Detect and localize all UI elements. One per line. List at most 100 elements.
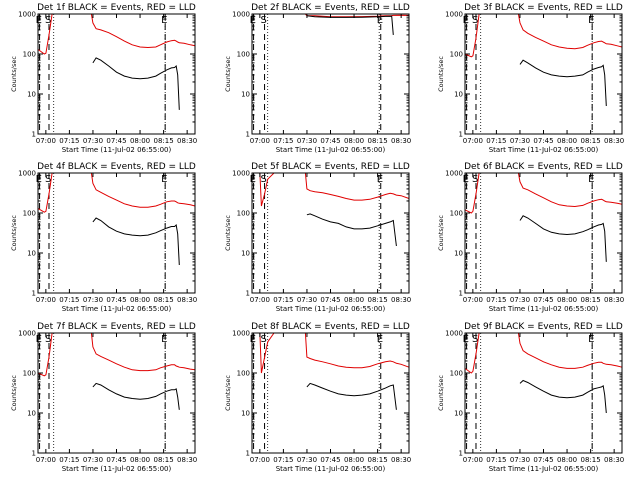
y-tick-label: 10 — [454, 410, 463, 418]
x-tick-label: 08:15 — [154, 296, 174, 304]
series-lld — [37, 332, 196, 377]
marker-label-2: S — [472, 174, 478, 185]
x-tick-label: 07:30 — [297, 296, 317, 304]
x-tick-label: 08:30 — [604, 296, 624, 304]
y-axis-label: Counts/sec — [224, 56, 232, 92]
x-tick-label: 07:00 — [36, 296, 56, 304]
x-axis-label: Start Time (11-Jul-02 06:55:00) — [489, 465, 599, 473]
y-tick-label: 1 — [459, 290, 463, 298]
y-axis-label: Counts/sec — [437, 56, 445, 92]
x-tick-label: 07:00 — [36, 137, 56, 145]
marker-label-3: E — [377, 334, 383, 345]
x-axis-label: Start Time (11-Jul-02 06:55:00) — [62, 146, 172, 154]
x-tick-label: 08:30 — [177, 296, 197, 304]
x-tick-label: 08:15 — [154, 137, 174, 145]
panel-title: Det 7f BLACK = Events, RED = LLD — [37, 322, 196, 332]
plot-frame — [251, 13, 410, 135]
y-tick-label: 100 — [450, 51, 463, 59]
x-tick-label: 07:00 — [36, 456, 56, 464]
marker-label-3: E — [161, 174, 167, 185]
y-tick-label: 100 — [23, 51, 36, 59]
y-tick-label: 1000 — [445, 11, 463, 19]
x-tick-label: 07:45 — [320, 137, 340, 145]
y-tick-label: 10 — [27, 250, 36, 258]
series-events — [519, 59, 607, 107]
y-tick-label: 1 — [459, 131, 463, 139]
panel-det-6: Det 6f BLACK = Events, RED = LLDESE07:00… — [437, 162, 624, 313]
y-axis-label: Counts/sec — [10, 56, 18, 92]
x-tick-label: 08:00 — [557, 137, 577, 145]
y-tick-label: 10 — [241, 250, 250, 258]
panel-det-5: Det 5f BLACK = Events, RED = LLDESE07:00… — [224, 162, 411, 313]
x-tick-label: 07:00 — [463, 137, 483, 145]
panel-title: Det 6f BLACK = Events, RED = LLD — [464, 162, 623, 172]
panel-det-9: Det 9f BLACK = Events, RED = LLDESE07:00… — [437, 322, 624, 473]
y-axis-label: Counts/sec — [10, 375, 18, 411]
marker-label-2: S — [472, 334, 478, 345]
y-tick-label: 1000 — [445, 330, 463, 338]
x-tick-label: 08:15 — [154, 456, 174, 464]
x-tick-label: 07:30 — [83, 296, 103, 304]
x-tick-label: 08:30 — [604, 456, 624, 464]
plot-frame — [464, 13, 623, 135]
series-events — [92, 382, 180, 410]
x-tick-label: 07:45 — [106, 296, 126, 304]
y-tick-label: 100 — [23, 210, 36, 218]
y-axis-label: Counts/sec — [437, 375, 445, 411]
x-tick-label: 08:00 — [344, 296, 364, 304]
x-tick-label: 08:30 — [177, 456, 197, 464]
marker-label-3: E — [377, 174, 383, 185]
y-axis-label: Counts/sec — [437, 215, 445, 251]
y-tick-label: 1000 — [18, 11, 36, 19]
y-axis-label: Counts/sec — [224, 215, 232, 251]
y-tick-label: 100 — [237, 210, 250, 218]
y-tick-label: 1000 — [232, 330, 250, 338]
series-lld — [464, 332, 623, 374]
x-tick-label: 08:30 — [391, 137, 411, 145]
series-lld — [464, 172, 623, 214]
marker-label-2: S — [261, 334, 267, 345]
y-axis-label: Counts/sec — [224, 375, 232, 411]
x-tick-label: 07:30 — [83, 137, 103, 145]
x-tick-label: 08:00 — [130, 456, 150, 464]
marker-label-2: S — [45, 334, 51, 345]
series-lld — [252, 332, 410, 374]
plot-frame — [37, 172, 196, 294]
x-axis-label: Start Time (11-Jul-02 06:55:00) — [276, 305, 386, 313]
x-tick-label: 07:15 — [273, 456, 293, 464]
panel-title: Det 8f BLACK = Events, RED = LLD — [251, 322, 410, 332]
y-tick-label: 1 — [459, 450, 463, 458]
marker-label-2: S — [472, 15, 478, 26]
y-axis-label: Counts/sec — [10, 215, 18, 251]
x-axis-label: Start Time (11-Jul-02 06:55:00) — [62, 465, 172, 473]
x-tick-label: 07:45 — [320, 456, 340, 464]
y-tick-label: 10 — [27, 91, 36, 99]
marker-label-3: E — [377, 15, 383, 26]
x-tick-label: 07:00 — [463, 456, 483, 464]
y-tick-label: 1 — [246, 290, 250, 298]
plot-frame — [464, 332, 623, 454]
x-tick-label: 07:00 — [463, 296, 483, 304]
marker-label-2: S — [45, 15, 51, 26]
x-axis-label: Start Time (11-Jul-02 06:55:00) — [276, 465, 386, 473]
y-tick-label: 1 — [246, 131, 250, 139]
y-tick-label: 10 — [241, 91, 250, 99]
x-tick-label: 07:30 — [510, 296, 530, 304]
marker-label-2: S — [261, 15, 267, 26]
x-tick-label: 08:15 — [368, 296, 388, 304]
x-tick-label: 08:00 — [557, 296, 577, 304]
panel-title: Det 5f BLACK = Events, RED = LLD — [251, 162, 410, 172]
x-tick-label: 07:30 — [510, 137, 530, 145]
panel-title: Det 1f BLACK = Events, RED = LLD — [37, 3, 196, 13]
marker-label-3: E — [588, 334, 594, 345]
series-lld — [37, 13, 196, 55]
panel-title: Det 9f BLACK = Events, RED = LLD — [464, 322, 623, 332]
y-tick-label: 1 — [32, 450, 36, 458]
marker-label-2: S — [45, 174, 51, 185]
x-axis-label: Start Time (11-Jul-02 06:55:00) — [489, 305, 599, 313]
series-events — [306, 382, 397, 410]
x-tick-label: 07:30 — [510, 456, 530, 464]
x-tick-label: 07:45 — [533, 296, 553, 304]
x-tick-label: 07:45 — [533, 137, 553, 145]
y-tick-label: 100 — [450, 210, 463, 218]
